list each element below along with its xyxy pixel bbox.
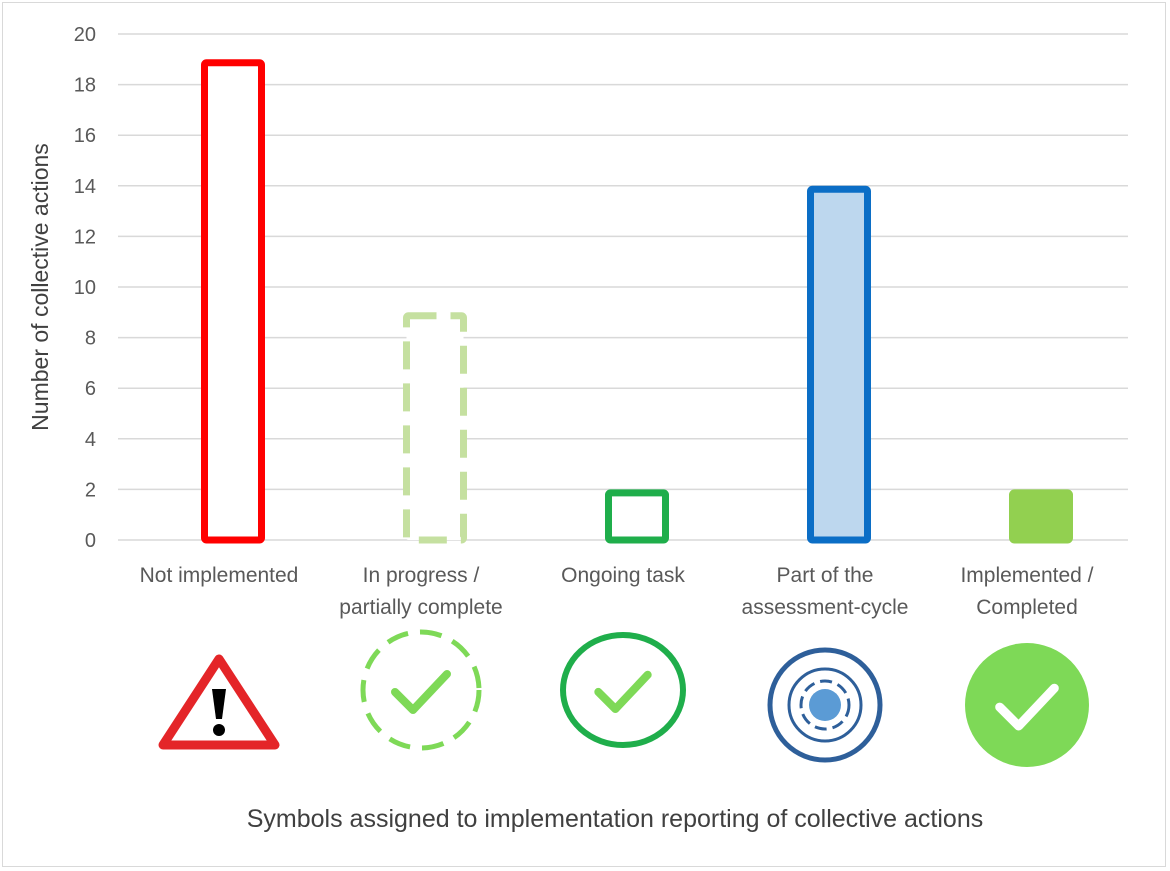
bar-2 [605,489,669,544]
y-tick-label: 8 [85,328,96,350]
bar-3 [807,185,871,544]
category-label-line: In progress / [363,564,480,587]
y-axis-title: Number of collective actions [27,143,53,431]
category-labels: Not implemented In progress / partially co… [140,564,1094,619]
bars [201,59,1073,544]
check-mark [995,683,1059,731]
y-tick-label: 12 [74,226,96,248]
y-tick-label: 20 [74,24,96,46]
category-label: Ongoing task [561,564,685,587]
status-symbols [158,629,1089,767]
category-label: Part of the assessment-cycle [742,564,909,619]
dashed-circle-check-icon [360,629,482,751]
y-tick-labels: 0 2 4 6 8 10 12 14 16 18 20 [74,24,96,552]
gridlines [118,33,1128,541]
y-tick-label: 0 [85,530,96,552]
center-dot [809,689,841,721]
category-label: Implemented / Completed [960,564,1093,619]
x-axis-caption: Symbols assigned to implementation repor… [247,805,984,833]
category-label-line: partially complete [339,596,502,619]
exclamation-dot [213,724,225,736]
solid-circle [560,632,686,748]
category-label-line: Implemented / [960,564,1093,587]
y-tick-label: 14 [74,176,96,198]
concentric-circles-icon [767,647,883,763]
y-tick-label: 16 [74,125,96,147]
dashed-circle [360,629,482,751]
y-tick-label: 6 [85,378,96,400]
category-label-line: Not implemented [140,564,299,587]
category-label-line: Ongoing task [561,564,685,587]
y-tick-label: 10 [74,277,96,299]
warning-triangle-icon [158,654,280,750]
middle-ring [787,667,863,743]
category-label-line: assessment-cycle [742,596,909,619]
category-label-line: Part of the [777,564,874,587]
bar-1 [403,312,467,544]
check-mark [391,670,451,714]
dashed-ring [799,679,851,731]
y-tick-label: 4 [85,429,96,451]
filled-circle [965,643,1089,767]
category-label: Not implemented [140,564,299,587]
check-mark [594,670,652,713]
y-tick-label: 18 [74,75,96,97]
y-tick-label: 2 [85,479,96,501]
bar-4 [1009,489,1073,544]
circle-check-icon [560,632,686,748]
category-label: In progress / partially complete [339,564,502,619]
category-label-line: Completed [976,596,1078,619]
exclamation-bar [212,689,226,719]
bar-0 [201,59,265,544]
filled-circle-check-icon [965,643,1089,767]
